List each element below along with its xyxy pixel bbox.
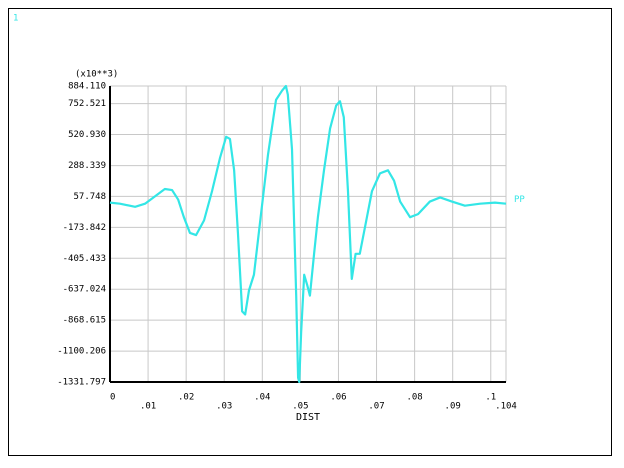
x-tick-label: .04: [254, 393, 270, 403]
y-tick-label: -1100.206: [57, 347, 106, 357]
y-tick-label: -868.615: [63, 316, 106, 326]
y-tick-label: 884.110: [68, 82, 106, 92]
y-tick-label: -1331.797: [57, 378, 106, 388]
x-tick-label: .09: [445, 402, 461, 412]
y-tick-label: -173.842: [63, 223, 106, 233]
legend-label: PP: [514, 195, 525, 205]
y-tick-label: 288.339: [68, 161, 106, 171]
y-tick-label: 57.748: [73, 192, 106, 202]
x-tick-label: .104: [495, 402, 517, 412]
x-tick-label: .1: [485, 393, 496, 403]
y-multiplier: (x10**3): [75, 70, 118, 80]
x-tick-label: 0: [110, 393, 115, 403]
x-tick-label: .02: [178, 393, 194, 403]
x-tick-label: .07: [368, 402, 384, 412]
data-line: [109, 84, 507, 384]
x-axis-label: DIST: [296, 412, 320, 423]
y-tick-label: -405.433: [63, 254, 106, 264]
frame: [8, 8, 612, 456]
x-tick-label: .03: [216, 402, 232, 412]
window-label: 1: [13, 14, 18, 24]
x-tick-label: .05: [292, 402, 308, 412]
y-tick-label: 520.930: [68, 130, 106, 140]
y-tick-label: -637.024: [63, 285, 106, 295]
x-tick-label: .01: [140, 402, 156, 412]
x-tick-label: .06: [330, 393, 346, 403]
y-tick-label: 752.521: [68, 99, 106, 109]
x-tick-label: .08: [406, 393, 422, 403]
